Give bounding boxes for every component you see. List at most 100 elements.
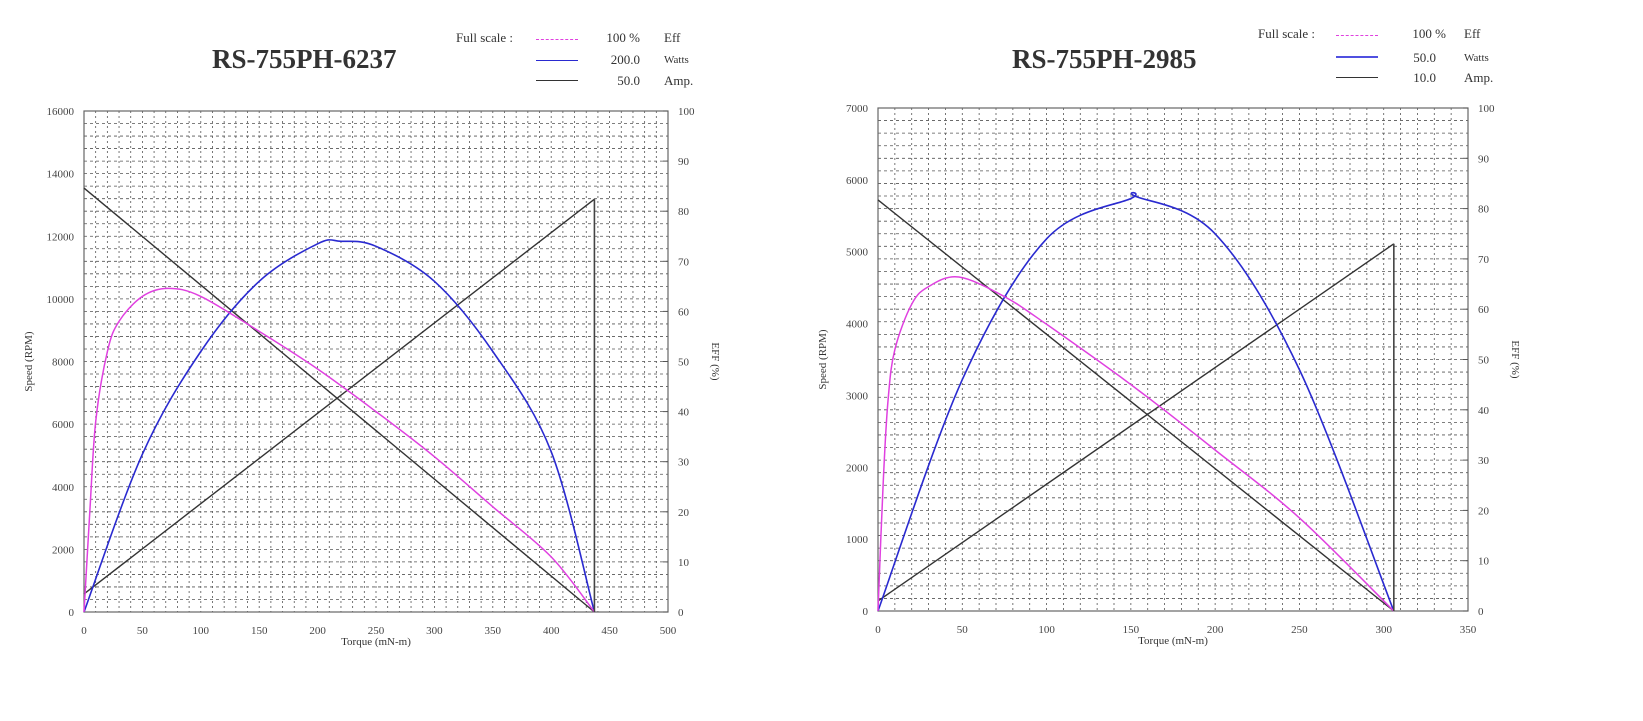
y-tick-label: 6000 <box>846 175 869 187</box>
y-tick-label: 0 <box>863 606 869 618</box>
y2-tick-label: 10 <box>1478 556 1490 568</box>
x-tick-label: 50 <box>957 624 969 636</box>
y-tick-label: 14000 <box>47 169 75 181</box>
x-tick-label: 100 <box>1038 624 1055 636</box>
y2-tick-label: 100 <box>1478 103 1495 115</box>
y2-tick-label: 70 <box>678 256 690 268</box>
y-tick-label: 16000 <box>47 106 75 118</box>
x-tick-label: 400 <box>543 625 560 637</box>
grid <box>878 108 1468 611</box>
x-tick-label: 500 <box>660 625 677 637</box>
y2-tick-label: 50 <box>678 357 690 369</box>
legend-value-watts: 50.0 <box>1413 50 1436 65</box>
legend-swatch-eff <box>536 39 578 40</box>
legend-value-eff: 100 % <box>606 30 640 45</box>
y2-tick-label: 40 <box>678 407 690 419</box>
legend-swatch-watts <box>536 60 578 61</box>
chart-panel-1: RS-755PH-6237 Full scale : 100 % Eff 200… <box>0 0 820 721</box>
y2-tick-label: 20 <box>1478 505 1490 517</box>
y-tick-label: 12000 <box>47 231 75 243</box>
x-tick-label: 350 <box>485 625 502 637</box>
y2-tick-label: 30 <box>1478 455 1490 467</box>
y-tick-label: 5000 <box>846 247 869 259</box>
legend-swatch-amp <box>1336 77 1378 78</box>
x-tick-label: 250 <box>1291 624 1308 636</box>
legend-unit-watts: Watts <box>1464 52 1489 64</box>
x-tick-label: 0 <box>81 625 87 637</box>
x-tick-label: 200 <box>309 625 326 637</box>
x-tick-label: 150 <box>1123 624 1140 636</box>
y-tick-label: 1000 <box>846 534 869 546</box>
legend-value-watts: 200.0 <box>610 52 640 67</box>
legend-unit-eff: Eff <box>1464 26 1481 41</box>
legend-swatch-amp <box>536 80 578 81</box>
x-tick-label: 0 <box>875 624 881 636</box>
y-tick-label: 2000 <box>846 462 869 474</box>
y2-axis-label: EFF (%) <box>1509 340 1521 379</box>
legend-unit-watts: Watts <box>664 54 689 66</box>
y-tick-label: 6000 <box>52 419 75 431</box>
x-tick-label: 300 <box>426 625 443 637</box>
y-tick-label: 10000 <box>47 294 75 306</box>
y-tick-label: 0 <box>69 607 75 619</box>
y2-tick-label: 60 <box>1478 304 1490 316</box>
y2-tick-label: 80 <box>678 206 690 218</box>
chart-title: RS-755PH-2985 <box>1012 44 1197 74</box>
speed-curve <box>877 199 1395 612</box>
legend-unit-amp: Amp. <box>1464 70 1494 85</box>
legend-heading: Full scale : <box>456 30 514 45</box>
y2-tick-label: 10 <box>678 557 690 569</box>
y2-tick-label: 70 <box>1478 254 1490 266</box>
y2-tick-label: 20 <box>678 507 690 519</box>
y-tick-label: 8000 <box>52 357 75 369</box>
legend-value-amp: 10.0 <box>1413 70 1436 85</box>
y2-tick-label: 80 <box>1478 204 1490 216</box>
power-curve <box>877 191 1395 612</box>
x-tick-label: 100 <box>193 625 210 637</box>
current-curve <box>83 198 595 595</box>
x-axis-label: Torque (mN-m) <box>341 636 411 648</box>
chart-title: RS-755PH-6237 <box>212 44 397 74</box>
y-tick-label: 3000 <box>846 390 869 402</box>
y2-tick-label: 90 <box>678 156 690 168</box>
y2-tick-label: 60 <box>678 306 690 318</box>
y-tick-label: 4000 <box>846 319 869 331</box>
legend-swatch-eff <box>1336 35 1378 36</box>
x-tick-label: 150 <box>251 625 268 637</box>
y2-tick-label: 100 <box>678 106 695 118</box>
legend-value-eff: 100 % <box>1412 26 1446 41</box>
y2-tick-label: 0 <box>1478 606 1484 618</box>
legend-unit-eff: Eff <box>664 30 681 45</box>
x-tick-label: 250 <box>368 625 385 637</box>
power-curve <box>83 239 596 613</box>
y2-tick-label: 90 <box>1478 153 1490 165</box>
y2-axis-label: EFF (%) <box>709 342 721 381</box>
current-curve <box>877 243 1395 602</box>
legend-swatch-watts <box>1336 56 1378 58</box>
y2-tick-label: 40 <box>1478 405 1490 417</box>
x-tick-label: 350 <box>1460 624 1477 636</box>
y-tick-label: 2000 <box>52 544 75 556</box>
x-tick-label: 200 <box>1207 624 1224 636</box>
y2-tick-label: 0 <box>678 607 684 619</box>
legend-value-amp: 50.0 <box>617 73 640 88</box>
legend-heading: Full scale : <box>1258 26 1316 41</box>
legend: Full scale : 100 % Eff 200.0 Watts 50.0 … <box>456 30 716 96</box>
legend: Full scale : 100 % Eff 50.0 Watts 10.0 A… <box>1258 26 1518 92</box>
x-tick-label: 450 <box>601 625 618 637</box>
y2-tick-label: 50 <box>1478 355 1490 367</box>
x-tick-label: 50 <box>137 625 149 637</box>
efficiency-curve <box>83 287 595 613</box>
legend-unit-amp: Amp. <box>664 73 694 88</box>
y-tick-label: 7000 <box>846 103 869 115</box>
x-axis-label: Torque (mN-m) <box>1138 635 1208 647</box>
y-axis-label: Speed (RPM) <box>817 329 829 390</box>
speed-curve <box>83 187 595 613</box>
y2-tick-label: 30 <box>678 457 690 469</box>
y-tick-label: 4000 <box>52 482 75 494</box>
y-axis-label: Speed (RPM) <box>23 331 35 392</box>
efficiency-curve <box>877 275 1395 612</box>
x-tick-label: 300 <box>1375 624 1392 636</box>
